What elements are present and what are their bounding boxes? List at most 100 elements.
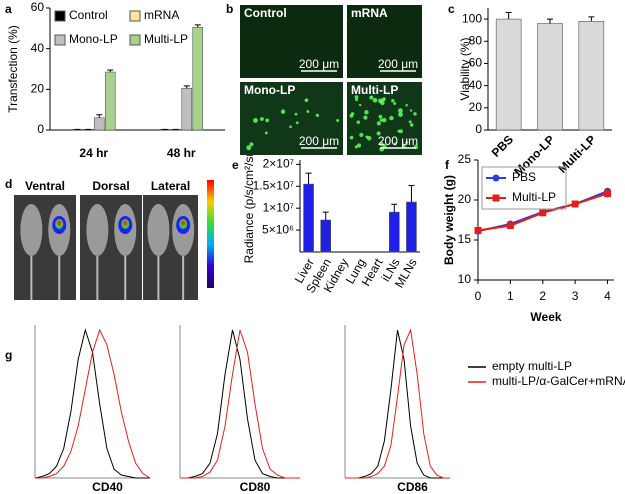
cell <box>376 131 381 136</box>
y-tick-label: 10 <box>458 272 472 286</box>
x-tick-label: 48 hr <box>167 146 196 160</box>
histogram-curve <box>180 329 300 479</box>
legend-label: Multi-LP <box>144 32 188 46</box>
legend-label: Multi-LP <box>512 190 556 204</box>
cell <box>380 100 385 106</box>
y-tick-label: 20 <box>458 192 472 206</box>
error-bar <box>547 18 553 24</box>
cell <box>393 101 397 105</box>
bar <box>303 183 314 253</box>
mouse <box>86 204 109 256</box>
scale-label: 200 μm <box>299 134 339 148</box>
bar <box>320 219 332 253</box>
legend-label: Control <box>69 8 108 22</box>
x-tick-label: 3 <box>572 289 579 303</box>
cell <box>398 112 403 117</box>
y-tick-label: 20 <box>469 100 483 114</box>
x-tick-label: 24 hr <box>79 146 108 160</box>
cell <box>280 109 286 114</box>
cell <box>405 140 409 144</box>
panel-letter: e <box>232 158 239 172</box>
bar <box>578 21 605 131</box>
y-axis-label: Body weight (g) <box>442 175 456 265</box>
micrograph <box>240 82 343 155</box>
x-tick-label: Multi-LP <box>555 132 598 175</box>
y-tick-label: 60 <box>31 0 45 14</box>
cell <box>249 142 254 147</box>
panel-letter: g <box>5 348 12 362</box>
cell <box>409 109 413 112</box>
tile-label: mRNA <box>351 6 388 20</box>
y-tick-label: 5×10⁶ <box>262 222 294 236</box>
cell <box>295 121 299 125</box>
cell <box>382 97 386 102</box>
cell <box>372 97 378 103</box>
y-tick-label: 2×10⁷ <box>263 157 294 171</box>
cell <box>391 99 395 103</box>
bar <box>93 117 105 131</box>
y-tick-label: 40 <box>31 41 45 55</box>
legend-marker <box>492 194 500 202</box>
y-axis-label: Viability (%) <box>458 37 472 100</box>
cell <box>356 120 361 125</box>
cell <box>260 117 264 121</box>
legend-label: Mono-LP <box>69 32 118 46</box>
x-tick-label: 4 <box>604 289 611 303</box>
error-bar <box>588 16 595 22</box>
marker <box>539 209 547 217</box>
cell <box>363 115 368 120</box>
mouse <box>147 204 170 256</box>
histogram-curve <box>345 329 450 479</box>
panel-letter: f <box>445 158 450 172</box>
y-tick-label: 20 <box>31 82 45 96</box>
cell <box>336 119 340 123</box>
bar <box>495 18 522 131</box>
legend-label: mRNA <box>144 8 179 22</box>
panel-letter: b <box>226 2 233 16</box>
x-axis-label: Week <box>530 310 561 324</box>
view-label: Lateral <box>151 179 190 193</box>
x-axis-label: CD80 <box>240 480 271 494</box>
cell <box>364 110 369 115</box>
bar <box>192 27 204 131</box>
cell <box>413 112 417 116</box>
cell <box>246 145 252 151</box>
cell <box>265 118 270 123</box>
error-bar <box>391 203 398 213</box>
error-bar <box>183 85 190 89</box>
cell <box>253 117 258 123</box>
cell <box>409 123 414 127</box>
scale-label: 200 μm <box>378 57 418 71</box>
x-axis-label: CD86 <box>397 480 428 494</box>
x-tick-label: PBS <box>489 132 516 159</box>
x-tick-label: 0 <box>475 289 482 303</box>
tile-label: Multi-LP <box>351 83 398 97</box>
histogram-curve <box>180 329 300 479</box>
marker <box>571 200 579 208</box>
legend-label: multi-LP/α-GalCer+mRNA <box>492 374 625 388</box>
legend-box <box>481 166 567 210</box>
bar <box>388 211 400 253</box>
y-tick-label: 1×10⁷ <box>263 200 294 214</box>
bar <box>181 88 193 131</box>
marker <box>506 222 514 230</box>
cell <box>397 108 403 114</box>
legend-swatch <box>54 10 66 22</box>
x-axis-label: CD40 <box>92 480 123 494</box>
panel-letter: d <box>5 177 12 191</box>
cell <box>264 131 268 135</box>
signal-hot <box>57 220 62 226</box>
view-label: Ventral <box>25 179 65 193</box>
scale-label: 200 μm <box>299 57 339 71</box>
panel-letter: a <box>5 2 12 16</box>
cell <box>289 125 292 129</box>
y-tick-label: 0 <box>475 122 482 136</box>
y-tick-label: 100 <box>462 11 482 25</box>
panel-letter: c <box>448 2 455 16</box>
cell <box>349 113 354 118</box>
cell <box>379 118 383 122</box>
cell <box>366 135 372 141</box>
cell <box>382 143 387 148</box>
